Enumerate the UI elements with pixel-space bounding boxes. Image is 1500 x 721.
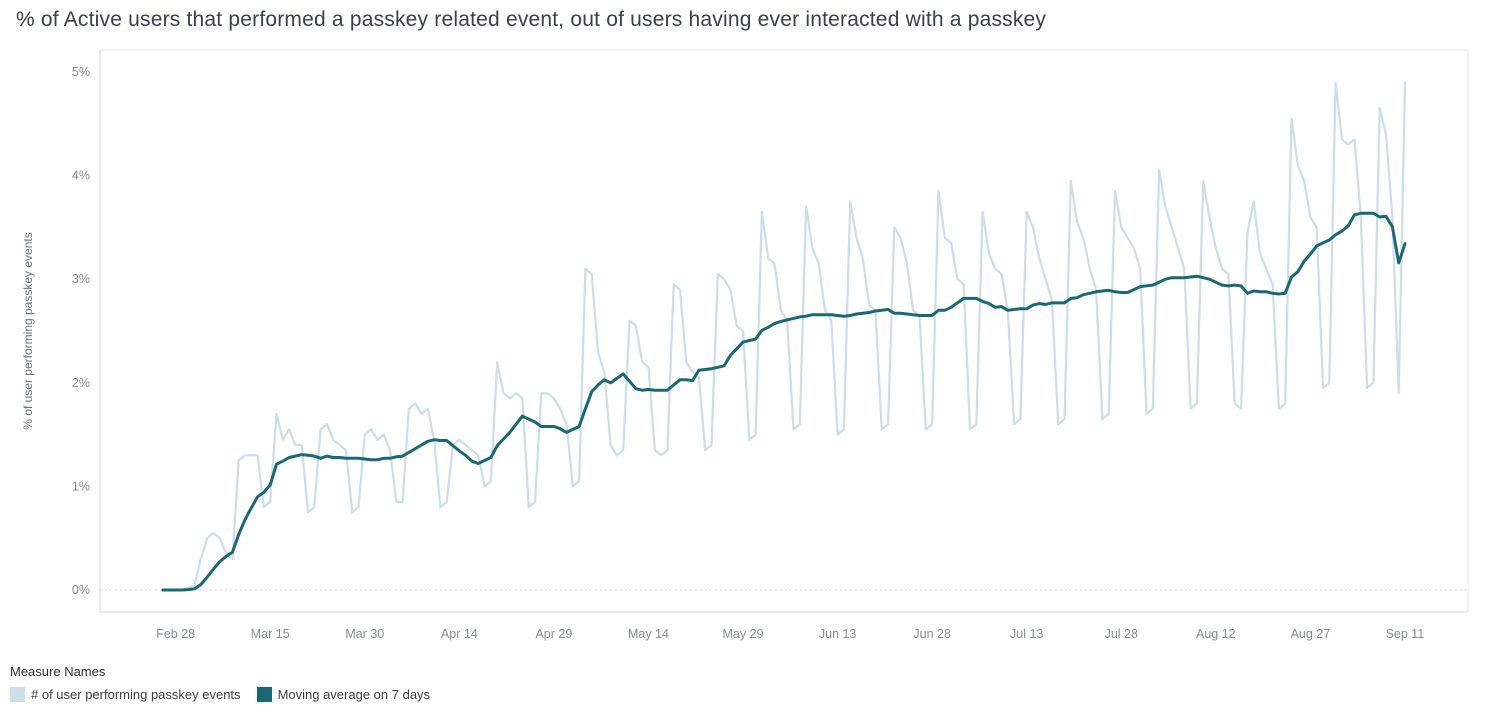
y-tick-label: 2% <box>72 376 90 390</box>
x-tick-label: Jun 28 <box>913 627 951 641</box>
legend-label-moving-average: Moving average on 7 days <box>277 687 431 702</box>
y-axis-title: % of user performing passkey events <box>21 232 35 429</box>
x-tick-label: Feb 28 <box>156 627 195 641</box>
legend-item-daily[interactable]: # of user performing passkey events <box>10 687 241 702</box>
chart-title: % of Active users that performed a passk… <box>16 8 1047 31</box>
legend-title: Measure Names <box>10 664 106 679</box>
x-tick-label: Jul 28 <box>1105 627 1138 641</box>
line-chart[interactable]: 0% 1% 2% 3% 4% 5% Feb 28 Mar 15 Mar 30 Apr 14 Apr … <box>0 46 1500 648</box>
y-tick-label: 1% <box>72 479 90 493</box>
y-tick-label: 5% <box>72 65 90 79</box>
x-tick-label: Mar 30 <box>345 627 384 641</box>
x-tick-label: May 14 <box>628 627 669 641</box>
y-tick-label: 3% <box>72 272 90 286</box>
legend-label-daily: # of user performing passkey events <box>31 687 241 702</box>
x-tick-label: Jun 13 <box>819 627 857 641</box>
legend-swatch-moving-average-icon <box>256 687 272 702</box>
x-tick-label: Aug 27 <box>1291 627 1331 641</box>
legend-item-moving-average[interactable]: Moving average on 7 days <box>256 687 431 702</box>
daily-series-line <box>161 81 1407 592</box>
legend-swatch-daily-icon <box>10 687 25 702</box>
legend: Measure Names # of user performing passk… <box>10 664 430 702</box>
legend-items: # of user performing passkey events Movi… <box>10 687 430 702</box>
x-tick-label: Sep 11 <box>1386 627 1425 641</box>
y-tick-label: 4% <box>72 169 90 183</box>
y-tick-label: 0% <box>72 583 90 597</box>
x-tick-label: Apr 14 <box>441 627 478 641</box>
moving-average-line <box>161 211 1407 592</box>
x-tick-label: Jul 13 <box>1010 627 1043 641</box>
x-tick-label: May 29 <box>723 627 764 641</box>
x-tick-label: Mar 15 <box>251 627 290 641</box>
x-tick-label: Aug 12 <box>1196 627 1236 641</box>
x-tick-label: Apr 29 <box>535 627 572 641</box>
